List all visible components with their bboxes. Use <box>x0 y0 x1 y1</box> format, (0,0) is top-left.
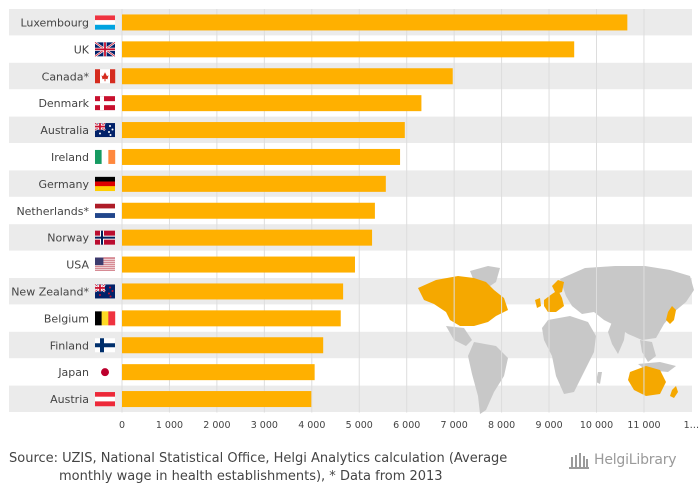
x-tick-label: 1… <box>684 420 700 431</box>
bar-finland[interactable] <box>122 337 324 354</box>
source-note: Source: UZIS, National Statistical Offic… <box>9 450 569 486</box>
bar-japan[interactable] <box>122 364 315 381</box>
map-africa <box>542 316 596 394</box>
map-new-zealand <box>670 386 678 398</box>
ireland-flag-icon <box>95 149 116 164</box>
category-label: Netherlands* <box>16 205 89 218</box>
bar-belgium[interactable] <box>122 310 341 327</box>
netherlands-flag-icon <box>95 203 115 218</box>
category-label: Norway <box>47 232 89 245</box>
x-tick-label: 3 000 <box>251 420 278 431</box>
map-eurasia <box>560 266 694 340</box>
denmark-flag-icon <box>95 96 115 111</box>
chart-svg: Luxembourg UK Canada* Denmark Australia Irela… <box>9 9 700 431</box>
map-india <box>608 322 626 354</box>
x-tick-label: 0 <box>119 420 125 431</box>
category-label: Finland <box>50 339 89 352</box>
x-tick-label: 7 000 <box>441 420 468 431</box>
category-label: Austria <box>50 393 89 406</box>
category-label: Luxembourg <box>20 16 89 29</box>
x-tick-label: 2 000 <box>203 420 230 431</box>
x-tick-label: 6 000 <box>393 420 420 431</box>
map-japan <box>666 306 676 324</box>
bar-new-zealand[interactable] <box>122 283 344 300</box>
uk-flag-icon <box>94 41 116 58</box>
bar-netherlands[interactable] <box>122 202 375 219</box>
new-zealand-flag-icon <box>94 283 115 299</box>
category-label: New Zealand* <box>11 285 89 298</box>
germany-flag-icon <box>95 176 115 192</box>
x-tick-label: 1 000 <box>156 420 183 431</box>
bar-ireland[interactable] <box>122 148 401 165</box>
norway-flag-icon <box>95 230 115 245</box>
bar-denmark[interactable] <box>122 95 422 112</box>
x-tick-label: 8 000 <box>488 420 515 431</box>
bar-austria[interactable] <box>122 391 312 408</box>
x-tick-label: 10 000 <box>580 420 613 431</box>
map-scandinavia <box>552 280 564 294</box>
category-label: Japan <box>57 366 89 379</box>
x-tick-label: 9 000 <box>535 420 562 431</box>
austria-flag-icon <box>95 392 115 407</box>
category-label: Ireland <box>51 151 89 164</box>
canada-flag-icon <box>95 69 116 84</box>
map-madagascar <box>596 372 602 384</box>
category-label: Canada* <box>42 70 90 83</box>
bar-germany[interactable] <box>122 175 386 192</box>
map-north-america <box>418 276 508 326</box>
category-label: Germany <box>38 178 89 191</box>
category-label: Belgium <box>44 312 89 325</box>
luxembourg-flag-icon <box>95 15 115 30</box>
usa-flag-icon <box>95 257 115 272</box>
category-label: Denmark <box>38 97 89 110</box>
library-building-icon <box>569 453 589 469</box>
x-tick-label: 11 000 <box>627 420 660 431</box>
category-label: USA <box>66 259 89 272</box>
map-mexico <box>446 326 472 346</box>
finland-flag-icon <box>95 338 115 353</box>
map-australia <box>628 366 666 396</box>
japan-flag-icon <box>95 365 115 380</box>
bar-luxembourg[interactable] <box>122 14 628 31</box>
bar-norway[interactable] <box>122 229 373 246</box>
bar-australia[interactable] <box>122 122 405 139</box>
category-label: Australia <box>40 124 89 137</box>
helgi-library-logo[interactable]: HelgiLibrary <box>568 448 694 472</box>
logo-text: HelgiLibrary <box>594 452 677 468</box>
world-map <box>418 266 694 414</box>
bar-canada[interactable] <box>122 68 453 85</box>
bar-usa[interactable] <box>122 256 355 273</box>
map-uk-ireland <box>535 298 541 308</box>
map-south-america <box>468 342 508 414</box>
source-line-2: monthly wage in health establishments), … <box>59 469 443 484</box>
x-tick-label: 5 000 <box>346 420 373 431</box>
australia-flag-icon <box>94 122 115 138</box>
bar-chart: Luxembourg UK Canada* Denmark Australia Irela… <box>9 9 700 431</box>
category-label: UK <box>74 43 90 56</box>
source-line-1: Source: UZIS, National Statistical Offic… <box>9 451 508 466</box>
x-tick-label: 4 000 <box>298 420 325 431</box>
bar-uk[interactable] <box>122 41 575 58</box>
belgium-flag-icon <box>95 311 116 326</box>
